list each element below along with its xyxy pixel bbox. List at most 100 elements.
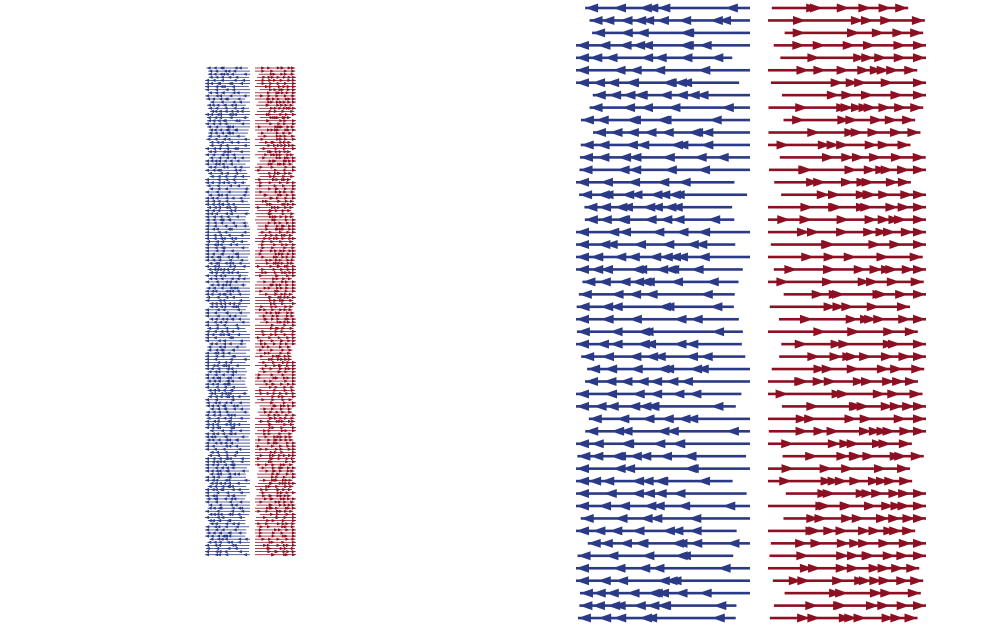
- arrow-row: [255, 317, 296, 321]
- right-arrowhead: [263, 193, 268, 197]
- right-arrowhead: [286, 156, 291, 160]
- left-arrowhead: [220, 131, 225, 135]
- left-arrowhead: [228, 286, 233, 290]
- arrow-row: [255, 112, 296, 117]
- right-arrowhead: [270, 333, 275, 337]
- right-arrowhead: [269, 457, 274, 461]
- arrow-row: [576, 314, 739, 324]
- right-arrowhead: [292, 426, 296, 430]
- right-arrowhead: [283, 122, 288, 126]
- right-arrowhead: [292, 112, 296, 117]
- left-arrowhead: [643, 215, 657, 225]
- left-arrowhead: [209, 481, 214, 485]
- right-arrowhead: [794, 339, 808, 349]
- left-arrowhead: [224, 72, 229, 76]
- right-arrowhead: [795, 103, 809, 113]
- arrow-row: [208, 128, 249, 132]
- arrow-shaft: [587, 542, 750, 545]
- right-arrowhead: [272, 97, 277, 101]
- right-arrowhead: [278, 481, 283, 485]
- right-arrowhead: [287, 339, 292, 343]
- left-arrowhead: [631, 526, 645, 536]
- left-arrowhead: [223, 360, 228, 365]
- left-arrowhead: [218, 171, 223, 175]
- right-arrowhead: [283, 503, 288, 507]
- right-arrowhead: [257, 125, 262, 129]
- right-arrowhead: [817, 140, 831, 150]
- right-arrowhead: [846, 563, 860, 573]
- left-arrowhead: [628, 451, 642, 461]
- left-arrowhead: [207, 395, 212, 399]
- left-arrowhead: [229, 367, 234, 371]
- left-arrowhead: [240, 469, 245, 473]
- arrow-shaft: [209, 408, 250, 410]
- left-arrowhead: [720, 103, 734, 113]
- left-arrowhead: [628, 314, 642, 324]
- right-arrowhead: [281, 534, 286, 538]
- right-arrowhead: [287, 404, 292, 408]
- left-arrowhead: [223, 224, 228, 228]
- arrow-row: [255, 178, 292, 182]
- right-arrowhead: [291, 69, 296, 73]
- left-arrowhead: [604, 240, 618, 250]
- right-arrowhead: [280, 426, 285, 430]
- right-arrowhead: [893, 414, 907, 424]
- left-arrowhead: [211, 258, 216, 262]
- arrow-row: [259, 357, 292, 361]
- left-arrowhead: [688, 389, 702, 399]
- right-arrowhead: [276, 75, 281, 79]
- left-arrowhead: [226, 190, 231, 194]
- right-arrowhead: [271, 472, 276, 476]
- arrow-row: [255, 295, 296, 299]
- left-arrowhead: [226, 131, 231, 135]
- left-arrowhead: [222, 481, 227, 485]
- arrow-row: [207, 125, 250, 129]
- right-arrowhead: [271, 308, 276, 312]
- left-arrowhead: [625, 78, 639, 88]
- left-arrowhead: [205, 274, 209, 278]
- arrow-row: [207, 484, 247, 489]
- arrow-row: [257, 246, 296, 250]
- left-arrowhead: [609, 526, 623, 536]
- arrow-row: [207, 388, 248, 392]
- left-arrowhead: [635, 377, 649, 386]
- left-arrowhead: [205, 202, 209, 206]
- left-arrowhead: [232, 174, 237, 179]
- arrow-shaft: [255, 318, 296, 320]
- arrow-row: [209, 317, 250, 321]
- arrow-row: [259, 491, 296, 495]
- left-arrowhead: [210, 103, 215, 107]
- right-arrowhead: [270, 153, 275, 157]
- arrow-row: [205, 202, 250, 206]
- left-arrowhead: [206, 497, 211, 501]
- right-arrowhead: [873, 464, 887, 474]
- left-arrowhead: [217, 233, 222, 237]
- left-arrowhead: [634, 90, 648, 100]
- left-arrowhead: [207, 484, 212, 489]
- left-arrowhead: [697, 65, 711, 75]
- left-arrowhead: [206, 97, 211, 101]
- right-arrowhead: [256, 444, 261, 448]
- right-arrowhead: [291, 342, 296, 346]
- right-arrowhead: [257, 373, 262, 377]
- left-arrowhead: [576, 78, 589, 88]
- left-arrowhead: [660, 128, 674, 137]
- left-arrowhead: [205, 292, 209, 296]
- right-arrowhead: [277, 261, 282, 265]
- left-arrowhead: [641, 277, 655, 287]
- right-arrowhead: [275, 156, 280, 160]
- left-arrowhead: [224, 156, 229, 160]
- arrow-shaft: [205, 293, 250, 295]
- arrow-row: [773, 601, 926, 611]
- right-arrowhead: [284, 438, 289, 442]
- right-arrowhead: [912, 152, 926, 162]
- right-arrowhead: [291, 391, 296, 396]
- right-arrowhead: [913, 501, 926, 511]
- right-arrowhead: [265, 227, 270, 231]
- arrow-shaft: [576, 330, 743, 333]
- arrow-row: [769, 302, 910, 312]
- right-arrowhead: [273, 221, 278, 225]
- arrow-row: [205, 404, 250, 408]
- right-arrowhead: [291, 450, 296, 454]
- right-arrowhead: [260, 94, 265, 98]
